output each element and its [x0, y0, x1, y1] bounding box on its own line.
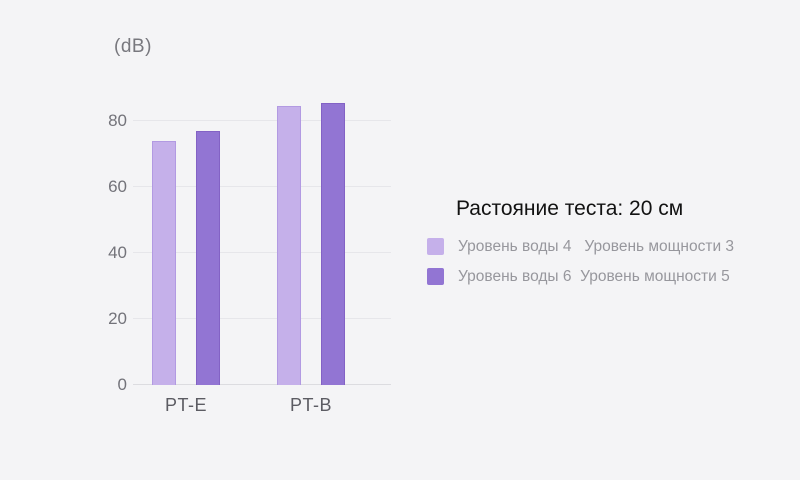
bar-pt-b-series-1 [277, 106, 301, 385]
legend-label-series-1: Уровень воды 4 Уровень мощности 3 [458, 237, 735, 255]
x-axis-label-pt-e: PT-E [164, 395, 207, 415]
chart-title: Растояние теста: 20 см [456, 197, 684, 220]
plot-area: 0 20 40 60 80 PT-E PT-B [108, 100, 391, 415]
y-tick-label-20: 20 [108, 309, 127, 328]
gridline-60 [133, 186, 391, 187]
legend-swatch-light-purple [427, 238, 444, 255]
gridline-80 [133, 120, 391, 121]
y-tick-label-40: 40 [108, 243, 127, 262]
gridline-0 [133, 384, 391, 385]
bar-group-pt-e [152, 131, 220, 385]
bar-pt-b-series-2 [321, 103, 345, 385]
y-axis-unit-label: (dB) [114, 36, 152, 57]
y-tick-label-0: 0 [117, 375, 127, 394]
legend-label-series-2: Уровень воды 6 Уровень мощности 5 [458, 267, 730, 285]
gridline-40 [133, 252, 391, 253]
legend: Уровень воды 4 Уровень мощности 3 Уровен… [427, 238, 734, 285]
bar-pt-e-series-2 [196, 131, 220, 385]
x-axis-label-pt-b: PT-B [289, 395, 332, 415]
bar-group-pt-b [277, 103, 345, 385]
legend-item-series-1: Уровень воды 4 Уровень мощности 3 [427, 238, 734, 255]
y-tick-label-60: 60 [108, 177, 127, 196]
bar-pt-e-series-1 [152, 141, 176, 385]
legend-swatch-dark-purple [427, 268, 444, 285]
gridline-20 [133, 318, 391, 319]
y-tick-label-80: 80 [108, 111, 127, 130]
legend-item-series-2: Уровень воды 6 Уровень мощности 5 [427, 268, 734, 285]
